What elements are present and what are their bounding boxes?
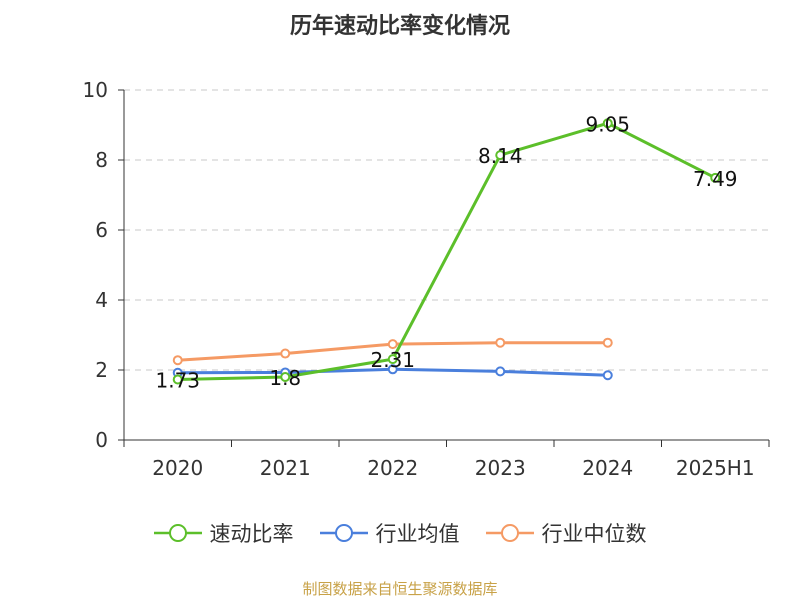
y-tick-label: 2 xyxy=(95,358,108,382)
legend-label: 行业均值 xyxy=(375,522,460,546)
legend: 速动比率 行业均值 行业中位数 xyxy=(0,518,800,548)
legend-item-industry-median[interactable]: 行业中位数 xyxy=(485,518,647,548)
legend-item-quick-ratio[interactable]: 速动比率 xyxy=(153,518,294,548)
data-point xyxy=(602,337,613,348)
data-point xyxy=(280,372,291,382)
x-tick-label: 2025H1 xyxy=(676,456,755,480)
data-point xyxy=(172,355,183,366)
data-label: 7.49 xyxy=(693,167,738,191)
x-tick-label: 2022 xyxy=(367,456,418,480)
data-point xyxy=(172,374,183,385)
data-label: 2.31 xyxy=(370,348,415,372)
legend-item-industry-mean[interactable]: 行业均值 xyxy=(319,518,460,548)
x-tick-label: 2020 xyxy=(152,456,203,480)
series-line xyxy=(177,121,716,381)
data-point xyxy=(495,337,506,348)
legend-marker-icon xyxy=(153,524,202,542)
data-label: 9.05 xyxy=(585,112,630,136)
data-point xyxy=(280,348,291,359)
data-point xyxy=(602,370,613,381)
data-label: 1.8 xyxy=(269,366,301,390)
data-point xyxy=(495,366,506,377)
data-point xyxy=(602,118,613,129)
y-tick-label: 10 xyxy=(83,78,108,102)
legend-marker-icon xyxy=(485,524,534,542)
data-label: 1.73 xyxy=(155,368,200,392)
x-tick-label: 2021 xyxy=(260,456,311,480)
y-tick-label: 4 xyxy=(95,288,108,312)
data-label: 8.14 xyxy=(478,144,523,168)
data-point xyxy=(387,339,398,350)
legend-label: 速动比率 xyxy=(209,522,294,546)
legend-marker-icon xyxy=(319,524,368,542)
data-point xyxy=(495,150,506,161)
data-point xyxy=(387,354,398,365)
y-tick-label: 8 xyxy=(95,148,108,172)
data-source-note: 制图数据来自恒生聚源数据库 xyxy=(302,580,498,598)
chart-title: 历年速动比率变化情况 xyxy=(289,14,510,39)
data-point xyxy=(710,172,721,183)
legend-label: 行业中位数 xyxy=(541,522,647,546)
y-tick-label: 6 xyxy=(95,218,108,242)
y-tick-label: 0 xyxy=(95,428,108,452)
x-tick-label: 2024 xyxy=(582,456,633,480)
x-tick-label: 2023 xyxy=(475,456,526,480)
data-point xyxy=(387,364,398,375)
